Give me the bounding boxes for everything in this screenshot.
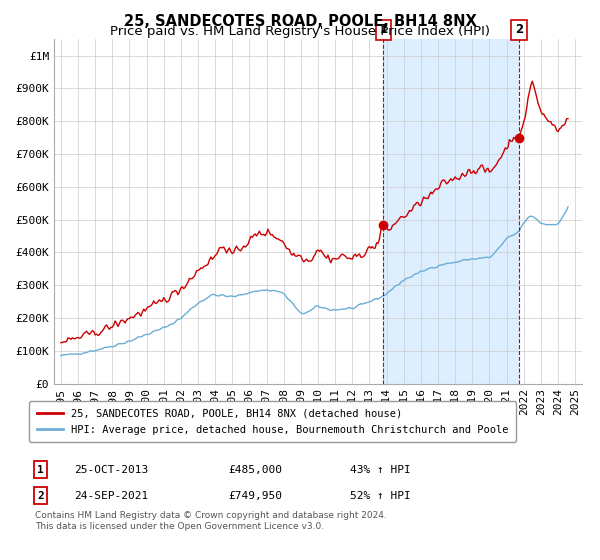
Text: £749,950: £749,950 bbox=[228, 491, 282, 501]
Text: 2: 2 bbox=[515, 24, 523, 36]
Text: 52% ↑ HPI: 52% ↑ HPI bbox=[350, 491, 410, 501]
Text: 24-SEP-2021: 24-SEP-2021 bbox=[74, 491, 148, 501]
Text: 43% ↑ HPI: 43% ↑ HPI bbox=[350, 465, 410, 475]
Text: Contains HM Land Registry data © Crown copyright and database right 2024.
This d: Contains HM Land Registry data © Crown c… bbox=[35, 511, 387, 531]
Text: 1: 1 bbox=[379, 24, 388, 36]
Legend: 25, SANDECOTES ROAD, POOLE, BH14 8NX (detached house), HPI: Average price, detac: 25, SANDECOTES ROAD, POOLE, BH14 8NX (de… bbox=[29, 401, 515, 442]
Bar bbox=[383, 39, 519, 384]
Text: £485,000: £485,000 bbox=[228, 465, 282, 475]
Text: 2: 2 bbox=[37, 491, 44, 501]
Text: Price paid vs. HM Land Registry's House Price Index (HPI): Price paid vs. HM Land Registry's House … bbox=[110, 25, 490, 38]
Text: 25, SANDECOTES ROAD, POOLE, BH14 8NX: 25, SANDECOTES ROAD, POOLE, BH14 8NX bbox=[124, 14, 476, 29]
Text: 1: 1 bbox=[37, 465, 44, 475]
Text: 25-OCT-2013: 25-OCT-2013 bbox=[74, 465, 148, 475]
